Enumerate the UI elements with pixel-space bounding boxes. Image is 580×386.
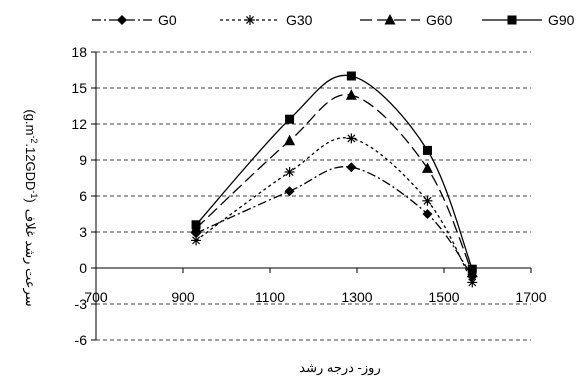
svg-text:(g.m-2.12GDD-1)سرعت رشد غلاف: (g.m-2.12GDD-1) سرعت رشد غلاف bbox=[22, 109, 39, 306]
y-tick-label: 6 bbox=[79, 188, 87, 204]
point-g90 bbox=[285, 114, 295, 124]
legend-item-g30: G30 bbox=[220, 12, 313, 28]
y-axis-title-main: سرعت رشد غلاف bbox=[22, 209, 38, 307]
series-line-g30 bbox=[195, 137, 473, 283]
y-tick-label: 3 bbox=[79, 224, 87, 240]
series-line-g0 bbox=[195, 166, 473, 277]
legend-label-g90: G90 bbox=[548, 12, 575, 28]
y-tick-label: 0 bbox=[79, 260, 87, 276]
y-tick-label: -3 bbox=[75, 296, 88, 312]
y-axis-title-unit-c: ) bbox=[23, 198, 38, 202]
x-tick-label: 1300 bbox=[341, 289, 372, 305]
point-g30 bbox=[284, 167, 295, 177]
x-tick-label: 1500 bbox=[428, 289, 459, 305]
series-group bbox=[190, 71, 478, 288]
y-tick-label: 12 bbox=[71, 116, 87, 132]
point-g30 bbox=[467, 277, 478, 288]
point-g90 bbox=[467, 264, 477, 274]
x-axis-title: روز- درجه رشد bbox=[299, 360, 380, 376]
point-g30 bbox=[422, 195, 433, 206]
point-g90 bbox=[422, 145, 432, 155]
y-tick-label: 9 bbox=[79, 152, 87, 168]
point-g60 bbox=[284, 134, 296, 146]
axes bbox=[91, 51, 532, 341]
point-g0 bbox=[284, 186, 295, 197]
legend-label-g60: G60 bbox=[426, 12, 453, 28]
point-g30 bbox=[191, 235, 202, 246]
point-g90 bbox=[191, 220, 201, 230]
legend-label-g0: G0 bbox=[158, 12, 177, 28]
point-g60 bbox=[421, 162, 433, 173]
legend-item-g60: G60 bbox=[360, 12, 453, 28]
y-axis-title: (g.m-2.12GDD-1) سرعت رشد غلاف bbox=[22, 109, 39, 306]
y-axis-title-sup1: -2 bbox=[29, 135, 39, 143]
gridlines bbox=[96, 51, 531, 341]
y-axis-title-unit-a: (g.m bbox=[23, 109, 38, 135]
x-tick-label: 700 bbox=[84, 289, 108, 305]
point-g0 bbox=[422, 209, 433, 219]
point-g0 bbox=[346, 162, 357, 173]
legend-label-g30: G30 bbox=[286, 12, 313, 28]
legend-item-g0: G0 bbox=[92, 12, 177, 28]
legend: G0 G30 G60 G90 bbox=[92, 12, 575, 28]
legend-item-g90: G90 bbox=[482, 12, 575, 28]
y-tick-label: 15 bbox=[71, 80, 87, 96]
tick-labels: -6 -3 0 3 6 9 12 15 18 700 900 1100 1300 1500 1700 bbox=[71, 44, 546, 348]
x-tick-label: 1100 bbox=[255, 289, 285, 305]
point-g30 bbox=[346, 133, 357, 144]
point-g60 bbox=[345, 89, 357, 100]
y-tick-label: -6 bbox=[75, 332, 88, 348]
y-tick-label: 18 bbox=[71, 44, 87, 60]
y-axis-title-unit-b: .12GDD bbox=[23, 143, 38, 190]
series-line-g60 bbox=[195, 94, 473, 274]
legend-marker-g60 bbox=[384, 14, 396, 25]
x-tick-label: 900 bbox=[171, 289, 195, 305]
legend-marker-g0 bbox=[117, 15, 127, 25]
x-tick-label: 1700 bbox=[515, 289, 546, 305]
point-g90 bbox=[346, 71, 356, 81]
legend-marker-g90 bbox=[507, 15, 517, 25]
y-axis-title-sup2: -1 bbox=[29, 190, 39, 198]
legend-marker-g30 bbox=[245, 15, 255, 25]
